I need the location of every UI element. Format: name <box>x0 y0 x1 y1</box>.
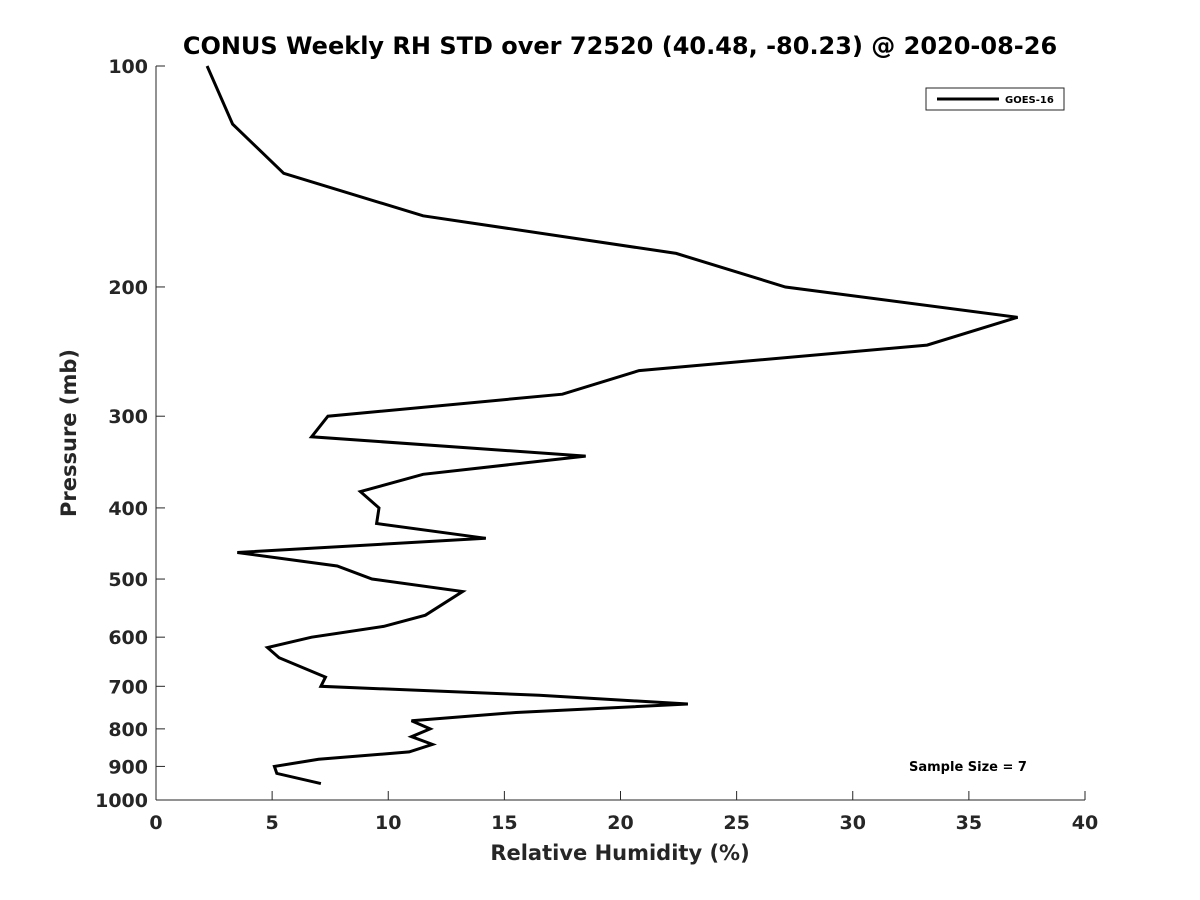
x-tick-label: 5 <box>266 812 279 834</box>
x-tick-label: 30 <box>840 812 866 834</box>
x-axis-ticks: 0 5 10 15 20 25 30 35 40 <box>149 791 1098 834</box>
chart-title: CONUS Weekly RH STD over 72520 (40.48, -… <box>183 32 1057 60</box>
sample-size-annotation: Sample Size = 7 <box>909 760 1027 775</box>
x-tick-label: 15 <box>491 812 517 834</box>
series-line-goes16 <box>205 65 1019 786</box>
x-tick-label: 10 <box>375 812 401 834</box>
y-tick-label: 600 <box>108 627 148 649</box>
x-tick-label: 0 <box>149 812 162 834</box>
y-tick-label: 900 <box>108 756 148 778</box>
legend: GOES-16 <box>925 87 1065 111</box>
series-points <box>207 66 1018 784</box>
y-tick-label: 800 <box>108 719 148 741</box>
x-tick-label: 40 <box>1072 812 1098 834</box>
y-tick-label: 700 <box>108 676 148 698</box>
y-tick-label: 400 <box>108 498 148 520</box>
legend-label-goes16: GOES-16 <box>1005 95 1054 106</box>
y-tick-label: 200 <box>108 277 148 299</box>
x-axis-label: Relative Humidity (%) <box>490 841 749 865</box>
x-tick-label: 35 <box>956 812 982 834</box>
x-tick-label: 20 <box>607 812 633 834</box>
y-tick-label: 300 <box>108 406 148 428</box>
y-tick-label: 100 <box>108 56 148 78</box>
y-tick-label: 500 <box>108 569 148 591</box>
y-tick-label: 1000 <box>95 790 148 812</box>
y-axis-label: Pressure (mb) <box>57 349 81 517</box>
x-tick-label: 25 <box>723 812 749 834</box>
y-axis-ticks: 100 200 300 400 500 600 700 800 900 1000 <box>95 56 165 812</box>
